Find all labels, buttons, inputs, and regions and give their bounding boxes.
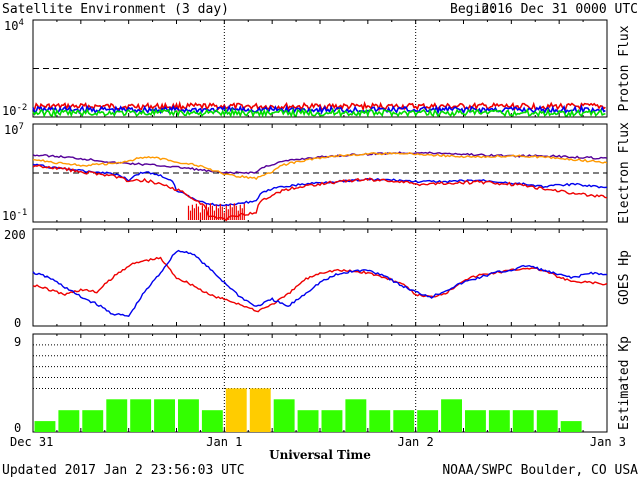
- y-tick-proton-max: 104: [4, 18, 24, 33]
- kp-bar: [488, 410, 510, 432]
- kp-bar: [536, 410, 558, 432]
- chart-title: Satellite Environment (3 day): [2, 2, 229, 17]
- kp-bar: [321, 410, 343, 432]
- y-tick-kp-max: 9: [14, 335, 21, 349]
- x-tick-label: Jan 1: [206, 435, 242, 449]
- kp-bar: [249, 388, 271, 432]
- y-label-proton: Proton Flux: [617, 25, 632, 111]
- y-tick-proton-min: 10-2: [2, 103, 27, 118]
- kp-bar: [225, 388, 247, 432]
- x-tick-label: Jan 3: [590, 435, 626, 449]
- kp-bar: [201, 410, 223, 432]
- electron-flux-panel: 107 10-1 Electron Flux: [2, 122, 632, 224]
- kp-bar: [178, 399, 199, 432]
- kp-bar: [369, 410, 391, 432]
- kp-bar: [393, 410, 415, 432]
- kp-bar: [465, 410, 486, 432]
- electron-series-orange: [33, 151, 607, 181]
- kp-bar: [441, 399, 462, 432]
- kp-bar: [297, 410, 319, 432]
- proton-series-red: [32, 100, 606, 113]
- y-tick-hp-min: 0: [14, 316, 21, 330]
- x-tick-label: Dec 31: [10, 435, 53, 449]
- kp-bar: [345, 399, 367, 432]
- y-tick-hp-max: 200: [4, 228, 26, 242]
- electron-red-dropouts: [187, 203, 245, 220]
- y-label-kp: Estimated Kp: [617, 336, 632, 430]
- x-axis-label: Universal Time: [269, 448, 371, 462]
- proton-series-green: [32, 107, 606, 119]
- proton-series-blue: [32, 104, 606, 116]
- y-tick-electron-max: 107: [4, 122, 24, 137]
- kp-bar: [154, 399, 175, 432]
- credit-text: NOAA/SWPC Boulder, CO USA: [442, 463, 638, 478]
- kp-bar: [512, 410, 534, 432]
- kp-bar: [560, 421, 582, 432]
- begin-value: 2016 Dec 31 0000 UTC: [481, 2, 638, 17]
- kp-bar: [417, 410, 439, 432]
- panel-frame: [32, 19, 608, 118]
- hp-series-blue: [32, 249, 608, 317]
- y-tick-electron-min: 10-1: [2, 208, 27, 223]
- y-tick-kp-min: 0: [14, 421, 21, 435]
- begin-label: Begin:: [450, 2, 497, 17]
- x-tick-label: Jan 2: [398, 435, 434, 449]
- electron-series-red: [33, 164, 607, 222]
- kp-bar: [58, 410, 80, 432]
- y-label-hp: GOES Hp: [617, 250, 632, 305]
- kp-bar: [130, 399, 152, 432]
- kp-bar: [106, 399, 128, 432]
- goes-hp-panel: 200 0 GOES Hp: [4, 228, 632, 330]
- kp-bar: [82, 410, 104, 432]
- kp-bar: [34, 421, 56, 432]
- hp-series-red: [32, 256, 608, 313]
- proton-flux-panel: 104 10-2 Proton Flux: [2, 18, 632, 119]
- x-axis-ticks: Dec 31 Jan 1 Jan 2 Jan 3: [10, 435, 626, 449]
- kp-bar: [273, 399, 295, 432]
- panel-frame: [32, 228, 608, 327]
- panel-frame: [32, 123, 608, 223]
- y-label-electron: Electron Flux: [617, 122, 632, 224]
- updated-timestamp: Updated 2017 Jan 2 23:56:03 UTC: [2, 463, 245, 478]
- estimated-kp-panel: 9 0 Estimated Kp: [14, 333, 632, 435]
